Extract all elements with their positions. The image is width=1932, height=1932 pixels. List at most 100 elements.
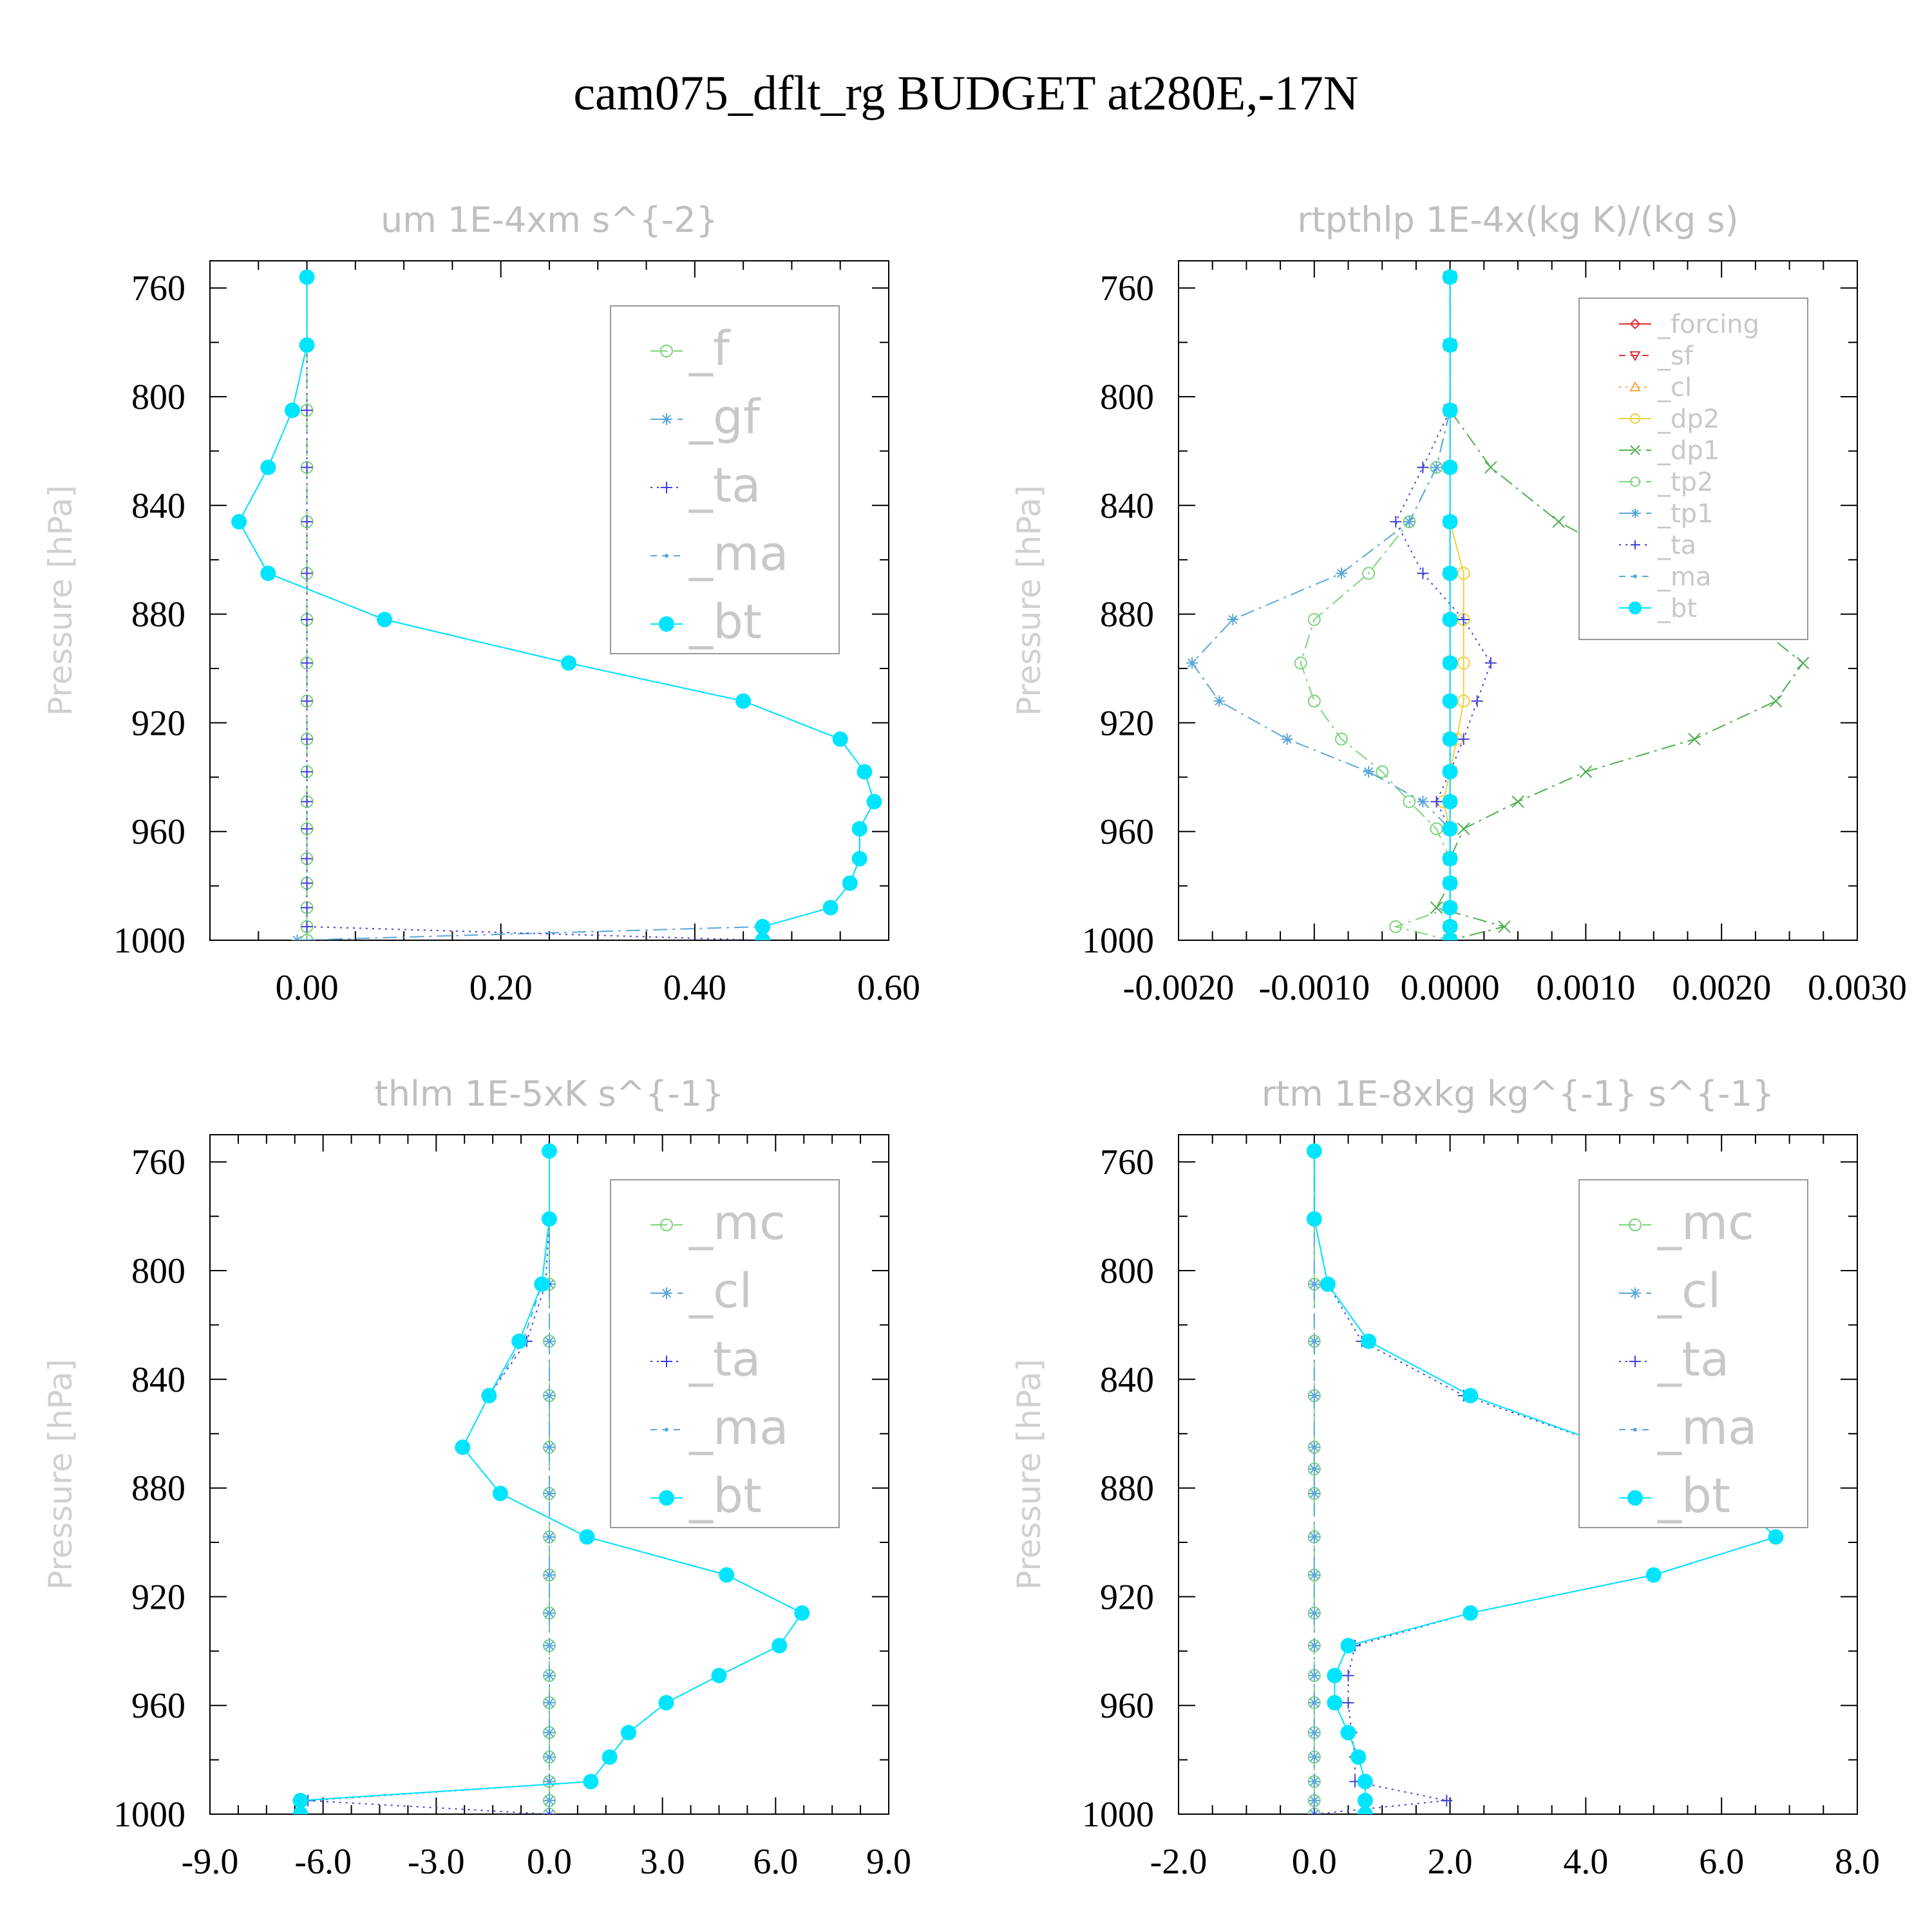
data-point [301,795,313,808]
data-point [857,764,873,780]
data-point [1327,1694,1343,1710]
legend-marker [1630,445,1640,455]
data-point [1357,1806,1373,1814]
data-point [544,1794,555,1806]
data-point [1308,1441,1320,1454]
data-point [1213,695,1226,707]
data-point [1457,656,1470,670]
data-point [292,1806,308,1814]
legend-entry: _ta [1619,1332,1729,1387]
legend-label: _bt [1657,594,1697,623]
data-point [1308,1335,1320,1347]
legend-marker [661,482,672,493]
data-point [301,877,313,889]
series-layer [292,1143,810,1814]
data-point [1308,1669,1320,1681]
data-point [1417,795,1429,808]
data-point [1442,731,1458,747]
data-point [1769,694,1783,708]
x-tick-label: 0.60 [857,968,920,1008]
legend: _mc _cl _ta _ma _bt [610,1179,840,1528]
data-point [301,614,313,626]
legend-entry: _bt [650,1468,762,1524]
data-point [1308,1794,1320,1806]
data-point [1768,1529,1784,1545]
x-tick-label: 0.0030 [1808,968,1907,1008]
x-tick-label: 0.40 [663,968,726,1008]
y-tick-label: 800 [1100,377,1154,417]
legend-marker [1629,601,1642,614]
data-point [1442,933,1458,940]
data-point [1552,515,1565,528]
panels: um 1E-4xm s^{-2} Pressure [hPa] 760 800 840 8… [42,200,1907,1882]
y-tick-label: 880 [131,1469,185,1509]
data-point [851,851,867,867]
y-axis-label: Pressure [hPa] [42,1359,79,1590]
y-tick-label: 920 [1100,1577,1154,1617]
legend-marker [1629,318,1641,330]
data-point [1645,1567,1662,1583]
data-point [1403,795,1416,808]
data-point [299,269,315,285]
data-point [301,733,313,745]
data-point [1442,793,1458,810]
legend-marker [1633,1428,1637,1432]
data-point [1308,1751,1320,1763]
data-point [455,1439,471,1455]
x-tick-label: 0.0020 [1672,968,1771,1008]
data-point [1334,732,1348,746]
data-point [1363,766,1375,778]
legend-marker [1629,1218,1642,1231]
data-point [1327,1667,1343,1683]
data-point [1307,613,1321,627]
x-tick-label: 0.0 [527,1842,572,1882]
data-point [1308,1488,1320,1500]
legend-marker [659,616,674,632]
data-point [1498,920,1511,933]
data-point [1484,461,1497,474]
legend-label: _bt [1657,1468,1730,1524]
data-point [544,1727,555,1739]
legend-box [1578,298,1808,640]
x-tick-label: -0.0010 [1258,968,1370,1008]
data-point [1308,1531,1320,1543]
x-tick-label: 6.0 [753,1842,798,1882]
data-point [1688,733,1701,746]
legend-entry: _bt [1619,594,1697,623]
legend-label: _dp1 [1657,436,1719,466]
y-tick-label: 760 [1100,1142,1154,1182]
data-point [299,337,315,353]
data-point [300,934,314,940]
data-point [1457,567,1470,580]
data-point [1308,1278,1320,1291]
legend-marker [661,1287,672,1299]
data-point [301,695,313,707]
panel-1: um 1E-4xm s^{-2} Pressure [hPa] 760 800 840 8… [42,200,920,1008]
series-layer [231,269,882,940]
x-tick-label: -3.0 [408,1842,465,1882]
data-point [1350,1749,1367,1765]
legend-label: _mc [688,1195,786,1251]
data-point [1357,1792,1373,1808]
data-point [1362,567,1376,580]
legend-entry: _forcing [1619,310,1759,339]
data-point [377,612,393,628]
legend-entry: _ta [650,1332,761,1387]
data-point [1442,514,1458,530]
data-point [1281,733,1293,745]
data-point [1579,765,1593,779]
legend-box [610,1179,840,1528]
series-line-tp1 [1191,277,1451,940]
legend-marker [1629,351,1641,362]
data-point [1417,567,1429,580]
y-axis-label: Pressure [hPa] [1010,1359,1048,1590]
data-point [481,1388,497,1404]
data-point [1442,693,1458,709]
data-point [1430,901,1443,914]
data-point [1357,1774,1373,1790]
data-point [1442,820,1458,837]
data-point [1335,567,1347,580]
legend-marker [661,413,672,425]
data-point [1294,656,1307,670]
